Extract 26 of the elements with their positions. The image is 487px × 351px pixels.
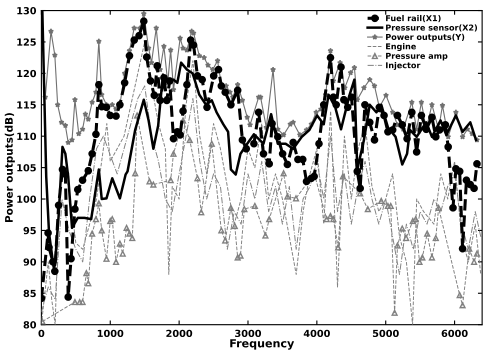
- y-tick-label: 85: [24, 290, 36, 298]
- y-tick-label: 90: [24, 258, 36, 266]
- y-tick-label: 80: [24, 321, 36, 329]
- y-tick-label: 110: [17, 132, 36, 140]
- legend-label: Pressure sensor(X2): [386, 24, 478, 32]
- legend-label: Power outputs(Y): [386, 34, 464, 42]
- x-tick-label: 0: [38, 330, 44, 338]
- y-axis-title: Power outputs(dB): [4, 113, 15, 222]
- y-tick-label: 130: [17, 7, 36, 14]
- y-tick-label: 105: [17, 164, 36, 172]
- x-tick-label: 6000: [442, 330, 468, 338]
- x-tick-label: 4000: [304, 330, 330, 338]
- x-tick-label: 5000: [372, 330, 399, 338]
- y-tick-label: 120: [17, 70, 36, 78]
- legend-label: Pressure amp: [386, 52, 448, 60]
- legend-label: Engine: [386, 43, 416, 52]
- x-tick-label: 1000: [98, 330, 124, 338]
- y-tick-label: 100: [17, 195, 36, 203]
- y-tick-label: 95: [24, 226, 36, 234]
- legend-label: Injector: [386, 62, 420, 70]
- x-tick-label: 2000: [166, 330, 192, 338]
- y-tick-label: 115: [17, 101, 36, 109]
- x-tick-label: 3000: [235, 330, 262, 338]
- legend-label: Fuel rail(X1): [386, 14, 441, 22]
- y-tick-label: 125: [17, 38, 36, 46]
- x-axis-title: Frequency: [230, 339, 294, 350]
